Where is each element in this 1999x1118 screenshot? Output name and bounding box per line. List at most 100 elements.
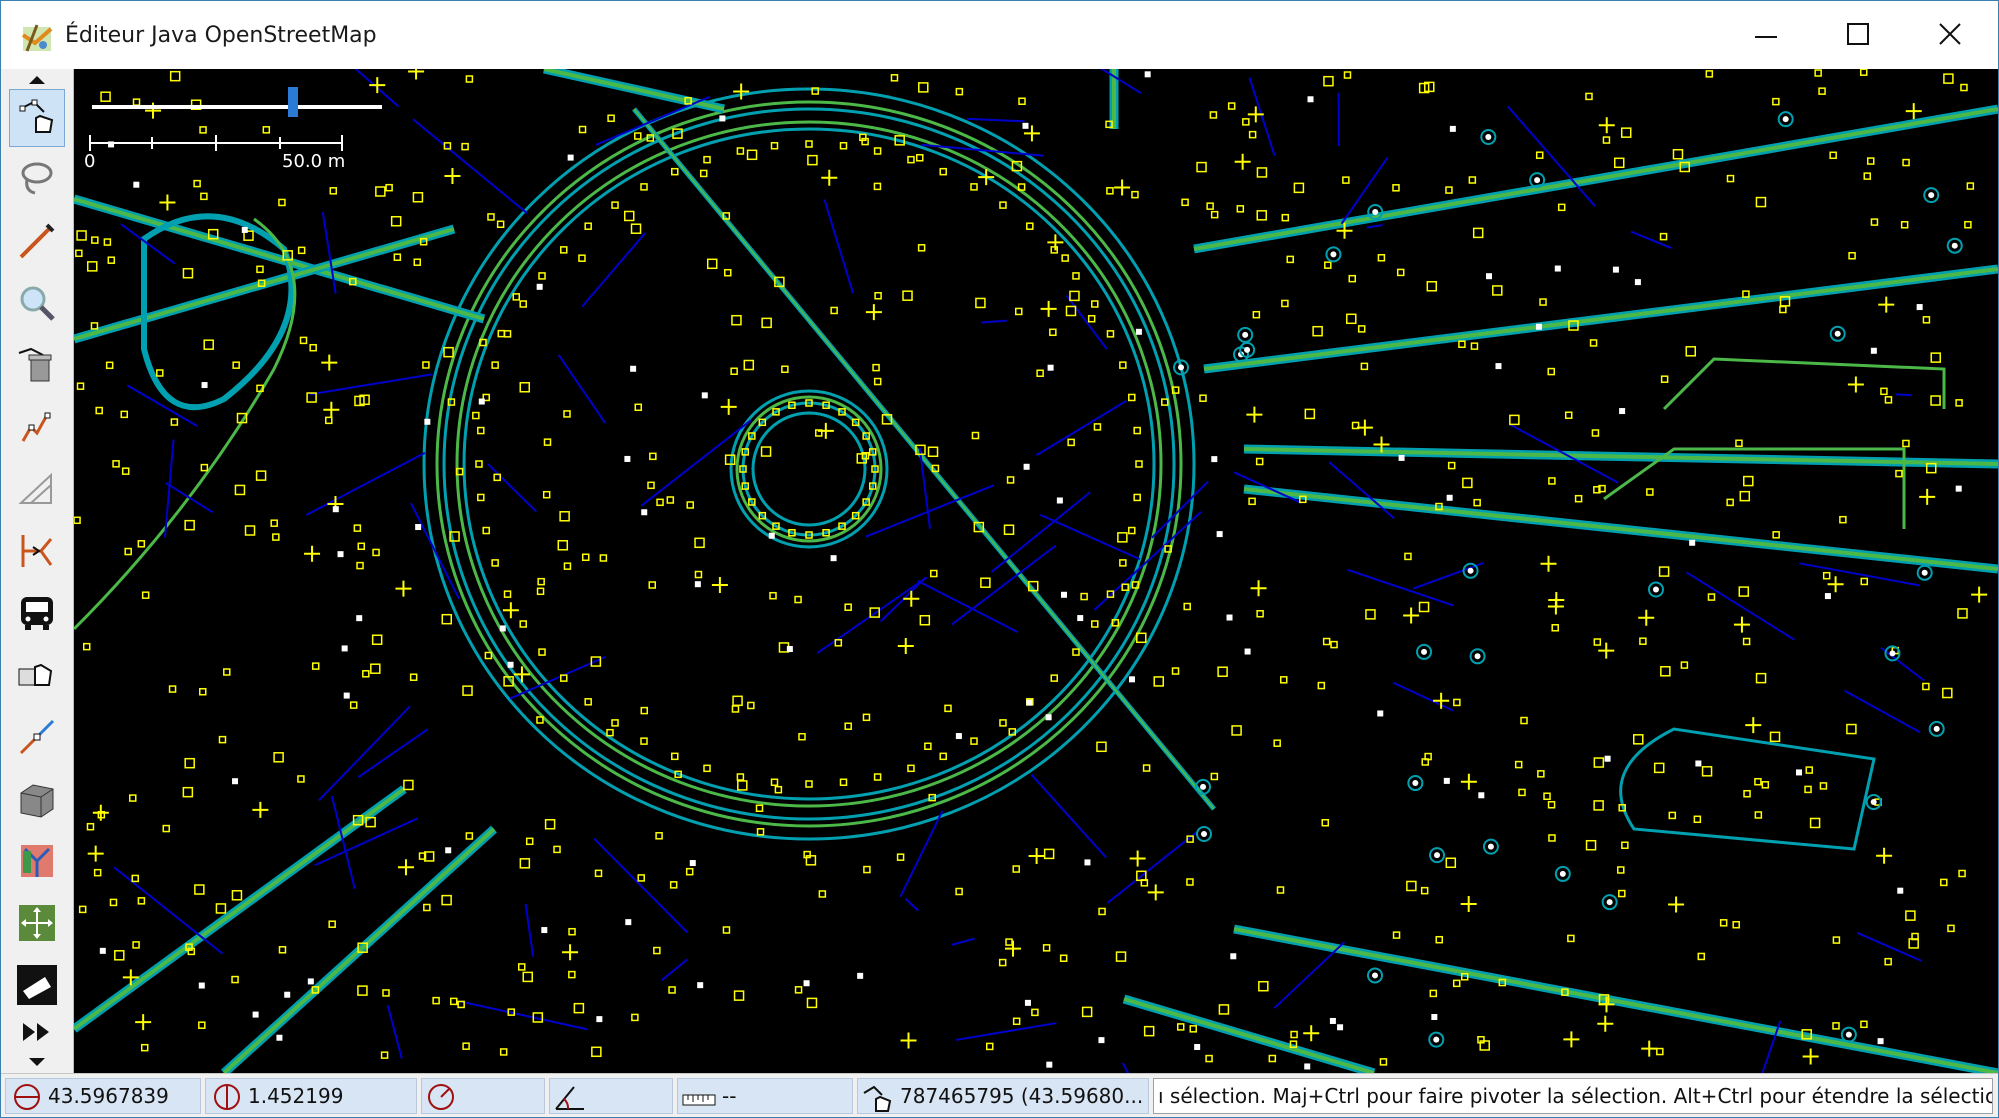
way-line (321, 211, 337, 294)
latitude-field[interactable]: 43.5967839 (5, 1078, 201, 1114)
node-marker (862, 432, 870, 440)
node-marker (839, 142, 848, 150)
parallel-way-tool[interactable] (9, 461, 65, 519)
poi-marker (865, 304, 882, 321)
node-marker (1131, 581, 1140, 589)
select-tool[interactable] (9, 89, 65, 147)
node-marker (1087, 314, 1096, 323)
tagged-node (689, 860, 696, 867)
circled-node-center (1487, 843, 1494, 850)
move-tool[interactable] (9, 895, 65, 953)
improve-way-tool[interactable] (9, 399, 65, 457)
tagged-node (1307, 96, 1314, 103)
circled-node (1482, 838, 1499, 855)
minimize-button[interactable] (1721, 1, 1813, 69)
public-transport-tool[interactable] (9, 585, 65, 643)
node-marker (1042, 944, 1051, 952)
draw-tool[interactable] (9, 213, 65, 271)
node-marker (207, 228, 219, 240)
node-marker (1574, 494, 1583, 503)
node-marker (352, 814, 364, 826)
node-marker (76, 230, 87, 241)
node-marker (328, 920, 336, 928)
tagged-node (1194, 1043, 1201, 1050)
node-marker (1591, 429, 1600, 437)
relation-editor-tool[interactable] (9, 833, 65, 891)
node-marker (184, 519, 195, 531)
node-marker (1317, 681, 1326, 690)
toolbar-scroll-down-icon[interactable] (17, 1055, 57, 1069)
node-marker (1111, 619, 1120, 627)
poi-marker (321, 354, 338, 371)
node-marker (1143, 1025, 1155, 1037)
more-tools-button[interactable] (9, 1011, 65, 1051)
node-marker (1379, 1058, 1388, 1066)
extrude-tool[interactable] (9, 523, 65, 581)
way-split-tool[interactable] (9, 709, 65, 767)
delete-tool[interactable] (9, 337, 65, 395)
node-marker (1814, 69, 1822, 77)
zoom-slider[interactable] (92, 83, 382, 119)
longitude-field[interactable]: 1.452199 (205, 1078, 417, 1114)
node-marker (1680, 661, 1689, 669)
node-marker (484, 651, 493, 660)
selected-object-field[interactable]: 787465795 (43.59680... (857, 1078, 1149, 1114)
node-marker (669, 881, 678, 889)
node-marker (1420, 886, 1429, 895)
osm-map-canvas[interactable] (74, 69, 1998, 1073)
node-marker (1346, 313, 1357, 325)
way-line (1030, 773, 1107, 859)
poi-marker (122, 969, 139, 986)
toolbar-scroll-up-icon[interactable] (17, 73, 57, 87)
circled-node-center (1951, 242, 1958, 249)
map-view[interactable]: 0 50.0 m (74, 69, 1998, 1073)
node-marker (873, 773, 882, 781)
title-bar[interactable]: Éditeur Java OpenStreetMap (1, 1, 1998, 69)
tagged-node (1604, 755, 1611, 762)
circled-node-center (1606, 899, 1613, 906)
zoom-slider-thumb[interactable] (288, 87, 298, 117)
tagged-node (1329, 1017, 1336, 1024)
building-tool[interactable] (9, 771, 65, 829)
node-marker (76, 382, 85, 390)
distance-field[interactable]: -- (677, 1078, 853, 1114)
close-button[interactable] (1905, 1, 1997, 69)
poi-marker (900, 1032, 917, 1049)
select-hand-map-icon (18, 663, 53, 686)
node-marker (703, 764, 711, 773)
node-marker (863, 865, 871, 874)
magnifier-icon (20, 286, 55, 321)
poi-marker (1303, 1025, 1320, 1042)
node-marker (1943, 73, 1954, 84)
poi-marker (1005, 940, 1022, 957)
maximize-button[interactable] (1813, 1, 1905, 69)
way-line (1507, 105, 1596, 207)
node-marker (1859, 69, 1868, 76)
node-marker (1161, 398, 1169, 406)
mode-toolbar (1, 69, 74, 1073)
way-line (1248, 77, 1276, 157)
angle-field[interactable] (549, 1078, 673, 1114)
heading-field[interactable] (421, 1078, 545, 1114)
lasso-tool[interactable] (9, 151, 65, 209)
poi-marker (1802, 1048, 1819, 1065)
select-cursor-icon (863, 1085, 892, 1112)
tagged-node (1047, 364, 1054, 371)
poi-marker (304, 545, 321, 562)
node-marker (1860, 577, 1869, 586)
node-marker (1196, 161, 1207, 173)
tagged-node (1955, 485, 1962, 492)
poi-marker (1246, 406, 1263, 423)
node-marker (871, 465, 879, 473)
node-marker (1492, 285, 1503, 296)
node-marker (507, 1008, 516, 1016)
eraser-tool[interactable] (9, 957, 65, 1015)
node-marker (278, 198, 286, 207)
node-marker (798, 732, 806, 741)
node-marker (930, 569, 938, 578)
tagged-node (1230, 953, 1237, 960)
circled-node (1428, 1031, 1445, 1048)
map-paint-tool[interactable] (9, 647, 65, 705)
tagged-node (1046, 1061, 1053, 1068)
zoom-tool[interactable] (9, 275, 65, 333)
